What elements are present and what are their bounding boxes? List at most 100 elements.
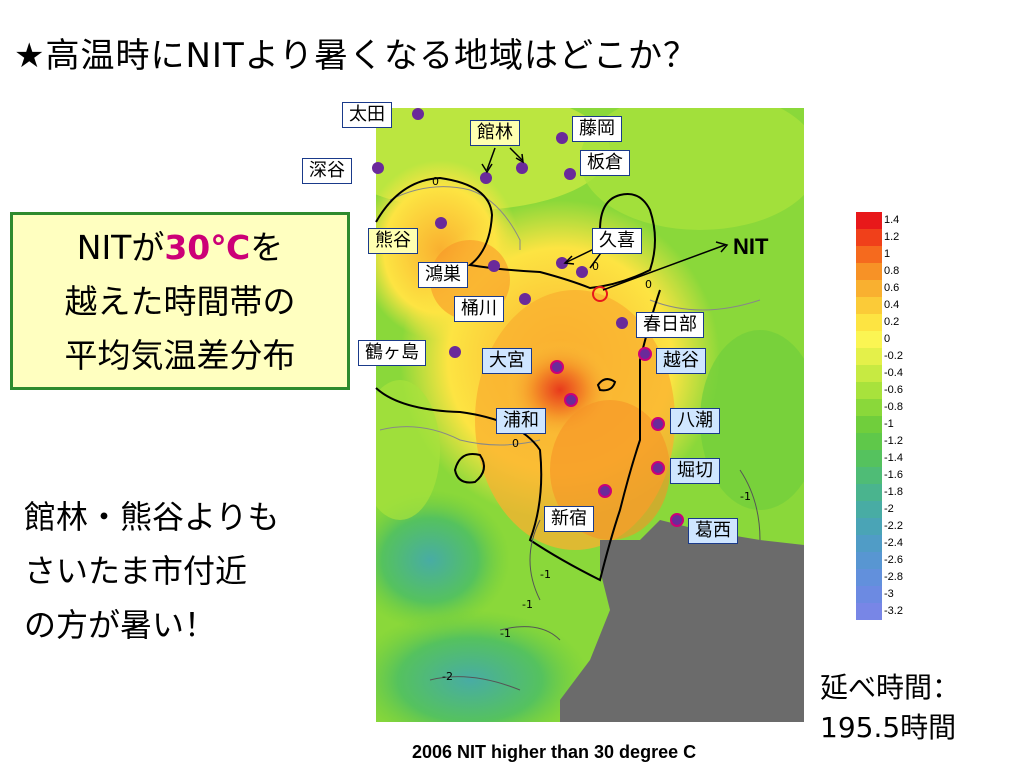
place-label-tsurugashima: 鶴ヶ島 (358, 340, 426, 366)
color-legend: 1.4 1.2 1 0.8 0.6 0.4 0.2 0 -0.2 -0.4 -0.6 -0.8 -1 -1… (856, 212, 903, 624)
legend-swatch (856, 263, 882, 280)
place-label-yashio: 八潮 (670, 408, 720, 434)
legend-tick-label: -0.6 (884, 384, 903, 396)
legend-tick-label: -2.6 (884, 554, 903, 566)
place-label-ota: 太田 (342, 102, 392, 128)
contour-label: -2 (442, 670, 453, 683)
legend-tick-label: -2.2 (884, 520, 903, 532)
place-label-tatebayashi: 館林 (470, 120, 520, 146)
contour-label: -1 (522, 598, 533, 611)
legend-swatch (856, 552, 882, 569)
legend-tick-label: 0.6 (884, 282, 900, 294)
legend-tick-label: -3 (884, 588, 894, 600)
conclusion-note: 館林・熊谷よりも さいたま市付近 の方が暑い！ (24, 490, 279, 652)
station-dot (564, 393, 578, 407)
legend-swatch (856, 280, 882, 297)
station-dot (449, 346, 461, 358)
place-label-kasukabe: 春日部 (636, 312, 704, 338)
callout-line-2: 越えた時間帯の (64, 282, 296, 321)
contour-label: 0 (432, 175, 439, 188)
total-hours-value: 195.5時間 (820, 711, 957, 744)
place-label-urawa: 浦和 (496, 408, 546, 434)
legend-swatch (856, 433, 882, 450)
legend-swatch (856, 229, 882, 246)
legend-swatch (856, 416, 882, 433)
legend-tick-label: -0.2 (884, 350, 903, 362)
contour-label: -1 (540, 568, 551, 581)
station-dot (616, 317, 628, 329)
legend-swatch (856, 314, 882, 331)
legend-tick-label: -2 (884, 503, 894, 515)
contour-label: -1 (740, 490, 751, 503)
callout-line-3: 平均気温差分布 (64, 336, 296, 375)
legend-swatch (856, 365, 882, 382)
contour-labels: 0 0 0 0 -1 -1 -1 -1 -2 (432, 175, 751, 683)
station-dot (576, 266, 588, 278)
legend-tick-label: 0.4 (884, 299, 900, 311)
legend-swatch (856, 348, 882, 365)
station-dot (550, 360, 564, 374)
nit-marker (592, 286, 608, 302)
station-dot (516, 162, 528, 174)
station-dot (435, 217, 447, 229)
legend-tick-label: -0.4 (884, 367, 903, 379)
figure-caption: 2006 NIT higher than 30 degree C (412, 742, 697, 762)
place-label-kumagaya: 熊谷 (368, 228, 418, 254)
legend-tick-label: -2.4 (884, 537, 903, 549)
legend-swatch (856, 467, 882, 484)
legend-swatch (856, 569, 882, 586)
legend-tick-label: -1.2 (884, 435, 903, 447)
nit-label: NIT (733, 234, 769, 259)
place-label-koshigaya: 越谷 (656, 348, 706, 374)
page-title: ★高温時にNITより暑くなる地域はどこか？ (14, 36, 699, 76)
total-hours-label: 延べ時間： (820, 671, 961, 704)
note-line-1: 館林・熊谷よりも (24, 498, 280, 536)
station-dot (556, 257, 568, 269)
legend-tick-label: 1.2 (884, 231, 900, 243)
station-dot (412, 108, 424, 120)
legend-tick-label: 0.2 (884, 316, 900, 328)
place-label-kuki: 久喜 (592, 228, 642, 254)
contour-label: -1 (500, 627, 511, 640)
legend-swatch (856, 331, 882, 348)
legend-swatch (856, 399, 882, 416)
contour-zero (375, 176, 661, 582)
place-label-okegawa: 桶川 (454, 296, 504, 322)
place-label-konosu: 鴻巣 (418, 262, 468, 288)
legend-tick-label: 0 (884, 333, 891, 345)
legend-tick-label: -1.6 (884, 469, 903, 481)
legend-swatch (856, 586, 882, 603)
legend-tick-label: 0.8 (884, 265, 900, 277)
legend-tick-label: -0.8 (884, 401, 903, 413)
contour-label: 0 (645, 278, 652, 291)
callout-box: NITが30℃を 越えた時間帯の 平均気温差分布 (10, 212, 350, 390)
legend-tick-label: -1.4 (884, 452, 903, 464)
station-dot (372, 162, 384, 174)
contour-minor (429, 469, 761, 691)
station-dot (488, 260, 500, 272)
legend-color-bar (856, 212, 882, 620)
station-dots-compare (550, 347, 684, 527)
legend-tick-label: -1 (884, 418, 894, 430)
contour-label: 0 (512, 437, 519, 450)
legend-swatch (856, 246, 882, 263)
note-line-2: さいたま市付近 (24, 552, 248, 590)
station-dot (519, 293, 531, 305)
legend-swatch (856, 535, 882, 552)
total-hours: 延べ時間： 195.5時間 (820, 668, 960, 748)
legend-swatch (856, 603, 882, 620)
station-dot (638, 347, 652, 361)
place-label-fujioka: 藤岡 (572, 116, 622, 142)
legend-swatch (856, 518, 882, 535)
legend-tick-label: 1 (884, 248, 891, 260)
note-line-3: の方が暑い！ (24, 606, 217, 644)
station-dots (372, 108, 628, 358)
place-label-fukaya: 深谷 (302, 158, 352, 184)
legend-tick-label: 1.4 (884, 214, 900, 226)
legend-swatch (856, 501, 882, 518)
legend-swatch (856, 484, 882, 501)
station-dot (480, 172, 492, 184)
callout-line-1: NITが30℃を (76, 228, 284, 267)
callout-highlight: 30℃ (164, 228, 251, 267)
